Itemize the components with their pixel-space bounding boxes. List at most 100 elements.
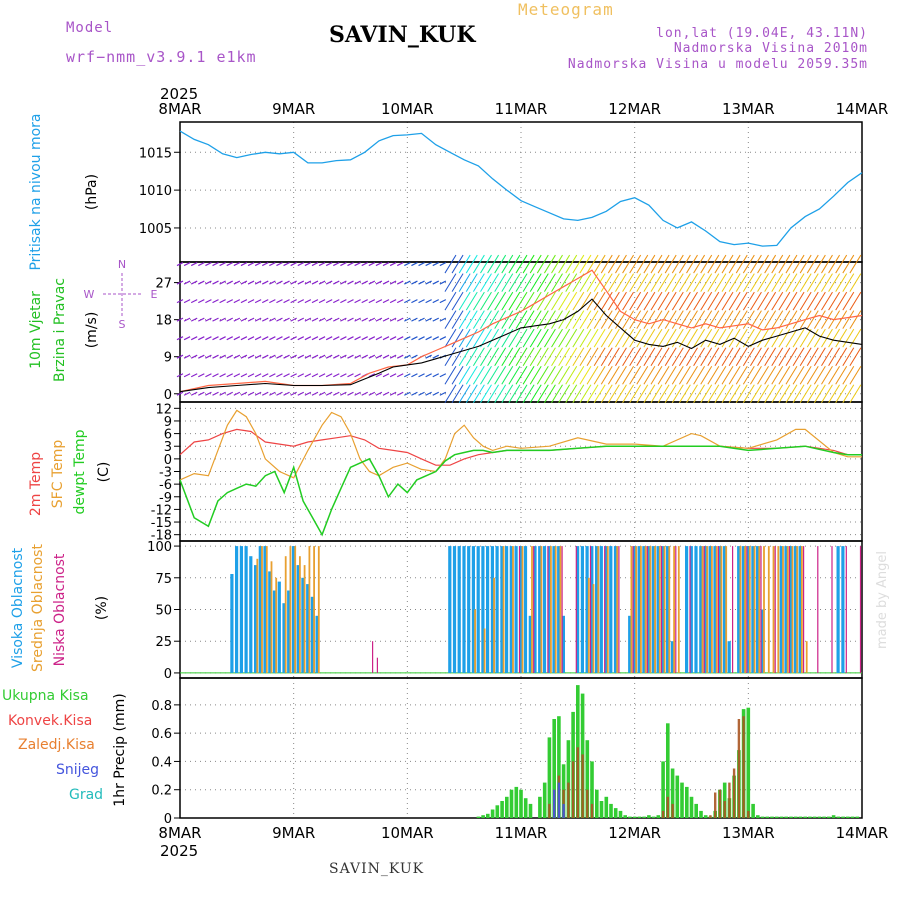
wind-barb bbox=[828, 328, 841, 348]
wind-barb bbox=[508, 384, 521, 404]
wind-barb bbox=[418, 317, 425, 322]
wind-barb bbox=[742, 365, 755, 385]
wind-barb bbox=[205, 336, 212, 341]
wind-barb bbox=[558, 347, 571, 366]
precip-bar bbox=[637, 816, 642, 818]
wind-barb bbox=[261, 280, 269, 285]
wind-barb bbox=[764, 273, 777, 292]
wind-barb bbox=[586, 347, 599, 366]
wind-barb bbox=[565, 291, 578, 311]
cloud-bar bbox=[836, 546, 840, 673]
cloud-bar bbox=[462, 546, 466, 673]
wind-barb bbox=[361, 280, 368, 285]
wind-barb bbox=[183, 280, 191, 285]
wind-barb bbox=[515, 310, 528, 329]
precip-bar bbox=[553, 789, 556, 818]
wind-barb bbox=[501, 347, 514, 366]
wind-barb bbox=[821, 291, 833, 311]
cloud-bar bbox=[777, 546, 780, 673]
wind-barb bbox=[418, 299, 425, 304]
wind-barb bbox=[444, 347, 457, 366]
wind-barb bbox=[771, 254, 784, 274]
wind-barb bbox=[269, 262, 276, 267]
wind-barb bbox=[757, 254, 769, 274]
cloud-bar bbox=[557, 546, 561, 673]
precip-bar bbox=[651, 816, 656, 818]
wind-barb bbox=[813, 384, 826, 404]
wind-barb bbox=[368, 354, 376, 359]
wind-barb bbox=[622, 291, 634, 311]
wind-barb bbox=[333, 391, 340, 396]
wind-barb bbox=[269, 354, 276, 359]
wind-barb bbox=[714, 328, 727, 348]
wind-barb bbox=[693, 310, 706, 329]
wind-barb bbox=[792, 384, 805, 404]
wind-barb bbox=[558, 254, 571, 274]
precip-bar bbox=[831, 815, 836, 818]
wind-barb bbox=[451, 254, 464, 274]
cloud-bar bbox=[514, 546, 518, 673]
cloud-bar bbox=[258, 546, 262, 673]
cloud-bar bbox=[263, 546, 267, 673]
wind-barb bbox=[806, 328, 819, 348]
grid-lines bbox=[180, 122, 862, 819]
precip-legend-entry: Konvek.Kisa bbox=[8, 713, 92, 729]
precip-bar bbox=[808, 816, 812, 818]
wind-barb bbox=[432, 262, 440, 267]
cloud-bar bbox=[249, 556, 253, 673]
precip-bar bbox=[661, 810, 665, 818]
wind-barb bbox=[226, 336, 233, 341]
cloud-bar bbox=[708, 546, 712, 673]
wind-barb bbox=[728, 384, 741, 404]
wind-barb bbox=[487, 384, 500, 404]
wind-barb bbox=[375, 391, 383, 396]
wind-barb bbox=[198, 373, 205, 378]
wind-barb bbox=[233, 391, 241, 396]
wind-barb bbox=[304, 373, 312, 378]
wind-barb bbox=[771, 365, 784, 385]
wind-barb bbox=[333, 373, 340, 378]
wind-barb bbox=[778, 291, 791, 311]
precip-bar bbox=[628, 816, 632, 818]
wind-barb bbox=[297, 354, 305, 359]
y-tick-label: -12 bbox=[151, 503, 172, 518]
wind-barb bbox=[742, 291, 755, 311]
wind-barb bbox=[572, 347, 585, 366]
wind-barb bbox=[835, 254, 848, 274]
wind-barb bbox=[522, 310, 535, 329]
wind-barb bbox=[190, 354, 198, 359]
precip-bar bbox=[481, 815, 485, 818]
cloud-bar bbox=[746, 546, 748, 673]
wind-barb bbox=[418, 280, 425, 285]
precip-bar bbox=[547, 737, 552, 818]
wind-barb bbox=[785, 328, 798, 348]
cloud-bar bbox=[779, 546, 783, 673]
wind-barb bbox=[615, 273, 627, 292]
precip-legend-entry: Zaledj.Kisa bbox=[18, 737, 95, 753]
cloud-bar bbox=[644, 546, 647, 673]
wind-barb bbox=[551, 254, 563, 274]
wind-barb bbox=[842, 273, 855, 292]
cloud-bar bbox=[763, 546, 765, 673]
cloud-bar bbox=[471, 546, 475, 673]
cloud-bar bbox=[727, 641, 731, 673]
cloud-bar bbox=[512, 546, 514, 673]
cloud-bar bbox=[457, 546, 461, 673]
wind-barb bbox=[183, 317, 191, 322]
wind-barb bbox=[515, 254, 528, 274]
cloud-bar bbox=[372, 641, 374, 673]
wind-barb bbox=[799, 291, 812, 311]
wind-barb bbox=[785, 365, 798, 385]
top-x-tick-label: 8MAR bbox=[158, 100, 201, 118]
cloud-bar bbox=[841, 546, 845, 673]
wind-barb bbox=[629, 273, 642, 292]
wind-barb bbox=[425, 280, 432, 285]
cloud-bar bbox=[585, 546, 589, 673]
wind-barb bbox=[283, 299, 290, 304]
wind-barb bbox=[375, 373, 383, 378]
wind-barb bbox=[254, 336, 262, 341]
y-tick-label: 0 bbox=[164, 667, 172, 682]
wind-barb bbox=[849, 365, 862, 385]
wind-barb bbox=[771, 310, 784, 329]
cloud-bar bbox=[313, 546, 315, 673]
